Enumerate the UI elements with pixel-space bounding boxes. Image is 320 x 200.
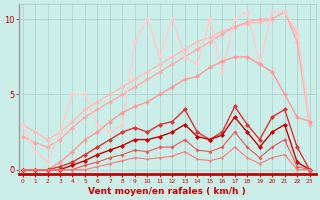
- X-axis label: Vent moyen/en rafales ( km/h ): Vent moyen/en rafales ( km/h ): [88, 187, 246, 196]
